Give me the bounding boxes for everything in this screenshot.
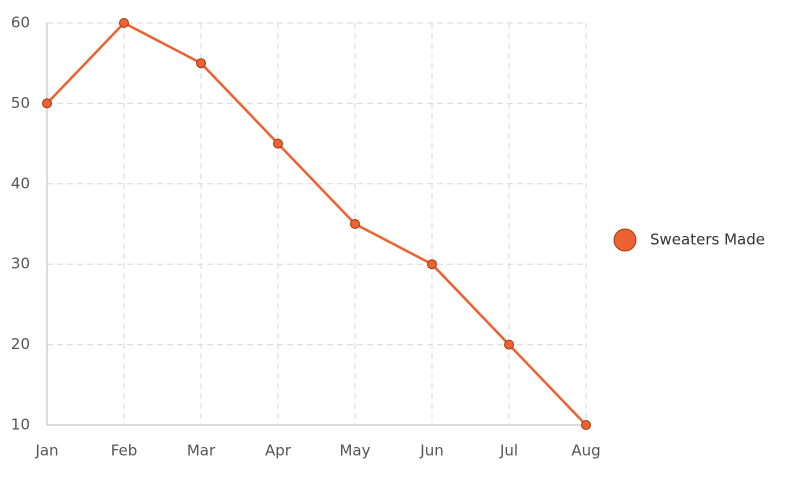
point	[504, 339, 514, 350]
y-tick-label: 30	[11, 255, 30, 273]
x-tick-label: Jan	[34, 442, 58, 460]
legend-marker	[613, 228, 637, 252]
legend-label: Sweaters Made	[650, 231, 765, 249]
point	[119, 18, 129, 28]
y-tick-label: 20	[11, 335, 30, 353]
point	[196, 58, 206, 69]
line	[46, 21, 587, 426]
y-tick-label: 60	[11, 14, 30, 32]
point	[350, 219, 360, 229]
x-tick-label: Jul	[499, 442, 518, 460]
x-tick-label: Mar	[187, 442, 216, 460]
y-tick-label: 50	[11, 94, 30, 112]
point	[42, 98, 52, 109]
x-tick-label: Aug	[571, 442, 600, 460]
y-tick-label: 40	[11, 174, 30, 192]
x-tick-label: Feb	[111, 442, 138, 460]
x-tick-label: Jun	[419, 442, 443, 460]
point	[273, 138, 283, 149]
point	[581, 420, 591, 430]
x-tick-label: Apr	[265, 442, 292, 460]
x-tick-label: May	[339, 442, 370, 460]
y-tick-label: 10	[11, 416, 30, 434]
point	[427, 259, 437, 270]
